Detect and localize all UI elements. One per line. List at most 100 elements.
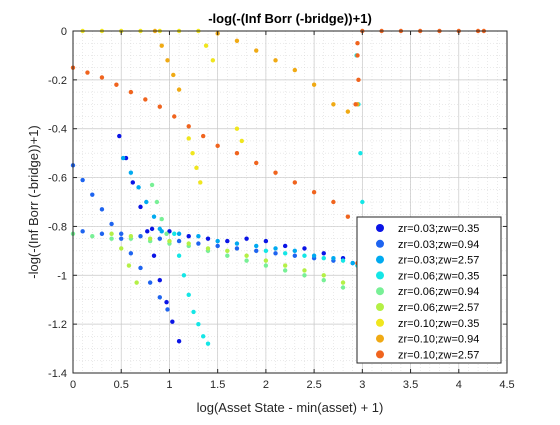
data-point — [157, 236, 162, 241]
series-group — [120, 155, 355, 266]
data-point — [282, 243, 288, 249]
legend-marker — [376, 334, 384, 343]
data-point — [159, 43, 164, 48]
data-points — [70, 28, 487, 346]
data-point — [355, 53, 360, 58]
data-point — [225, 238, 230, 244]
data-point — [181, 273, 187, 278]
series-group — [109, 231, 346, 285]
data-point — [234, 241, 240, 246]
data-point — [176, 231, 182, 236]
data-point — [117, 133, 122, 139]
data-point — [205, 246, 211, 251]
data-point — [151, 253, 157, 258]
data-point — [215, 238, 220, 244]
data-point — [292, 253, 298, 258]
data-point — [292, 67, 298, 73]
x-tick-label: 0 — [70, 379, 76, 391]
data-point — [186, 241, 191, 246]
data-point — [263, 258, 269, 263]
data-point — [167, 229, 172, 234]
data-point — [302, 273, 307, 278]
data-point — [340, 280, 346, 285]
data-point — [282, 263, 288, 268]
data-point — [151, 214, 157, 219]
data-point — [128, 251, 134, 256]
data-point — [90, 234, 95, 239]
data-point — [302, 268, 307, 273]
y-axis-label: -log(-(Inf Borr (-bridge))+1) — [26, 125, 41, 279]
data-point — [157, 104, 162, 109]
data-point — [186, 124, 191, 129]
data-point — [273, 58, 278, 63]
x-axis-label: log(Asset State - min(asset) + 1) — [197, 400, 384, 415]
data-point — [215, 243, 220, 249]
y-tick-label: -0.4 — [48, 124, 67, 136]
data-point — [99, 207, 105, 212]
data-point — [128, 234, 134, 239]
y-axis-ticks: 0 -0.2 -0.4 -0.6 -0.8 -1 -1.2 -1.4 — [48, 26, 507, 380]
data-point — [345, 214, 351, 219]
data-point — [80, 177, 85, 183]
data-point — [128, 89, 134, 95]
data-point — [201, 133, 206, 139]
data-point — [90, 192, 95, 197]
data-point — [263, 238, 269, 244]
chart-title: -log(-(Inf Borr (-bridge))+1) — [208, 11, 372, 26]
data-point — [273, 170, 278, 175]
data-point — [109, 231, 114, 236]
legend-label: zr=0.06;zw=0.94 — [398, 286, 479, 298]
data-point — [321, 273, 326, 278]
legend: zr=0.03;zw=0.35 zr=0.03;zw=0.94 zr=0.03;zw… — [356, 216, 502, 364]
legend-label: zr=0.10;zw=0.35 — [398, 318, 479, 330]
data-point — [119, 236, 124, 241]
legend-marker — [376, 271, 384, 280]
data-point — [159, 216, 164, 222]
data-point — [350, 260, 355, 266]
y-tick-label: -0.2 — [48, 75, 67, 87]
data-point — [164, 231, 169, 236]
data-point — [145, 229, 150, 234]
legend-label: zr=0.06;zw=2.57 — [398, 302, 479, 314]
data-point — [176, 238, 182, 244]
data-point — [138, 234, 143, 239]
data-point — [356, 77, 361, 83]
data-point — [321, 277, 326, 283]
data-point — [99, 75, 105, 80]
legend-marker — [376, 239, 384, 248]
data-point — [234, 246, 240, 251]
data-point — [263, 263, 269, 268]
data-point — [358, 150, 363, 156]
data-point — [201, 334, 206, 339]
x-tick-label: 4 — [456, 379, 462, 391]
x-tick-label: 2.5 — [306, 379, 321, 391]
data-point — [147, 236, 153, 241]
data-point — [186, 234, 191, 239]
data-point — [109, 221, 114, 227]
data-point — [196, 321, 201, 327]
data-point — [138, 265, 143, 271]
data-point — [340, 285, 346, 290]
data-point — [126, 263, 132, 268]
data-point — [244, 253, 249, 258]
data-point — [254, 248, 259, 254]
data-point — [119, 231, 124, 236]
data-point — [331, 255, 336, 261]
data-point — [85, 70, 90, 75]
data-point — [205, 341, 211, 346]
data-point — [321, 251, 326, 256]
legend-label: zr=0.03;zw=0.94 — [398, 239, 479, 251]
data-point — [138, 204, 143, 210]
y-tick-label: -1.4 — [48, 368, 67, 380]
data-point — [186, 136, 191, 141]
data-point — [340, 258, 346, 263]
data-point — [234, 150, 240, 156]
data-point — [321, 255, 326, 261]
x-tick-label: 4.5 — [499, 379, 514, 391]
data-point — [143, 97, 148, 102]
legend-marker — [376, 318, 384, 327]
data-point — [157, 277, 162, 283]
data-point — [176, 253, 182, 258]
